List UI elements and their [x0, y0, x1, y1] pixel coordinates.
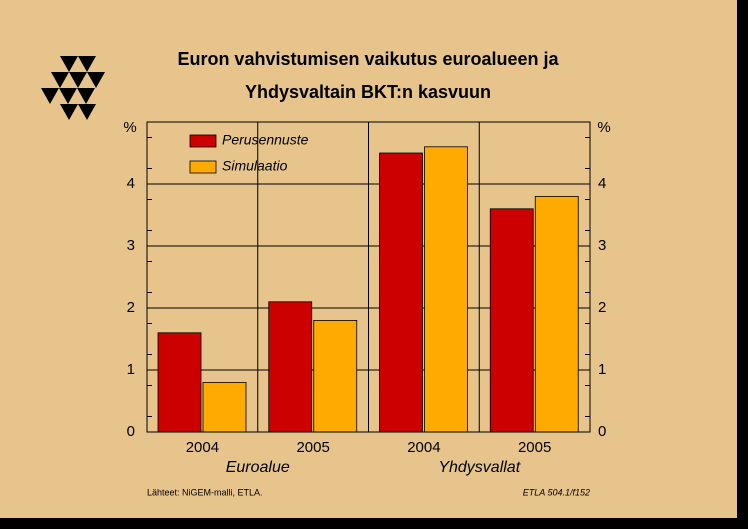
x-tick-label: 2004 [186, 439, 219, 456]
bar [534, 195, 579, 433]
y2-tick-label: 0 [598, 423, 606, 440]
source: Lähteet: NiGEM-malli, ETLA. [147, 487, 263, 497]
bar [157, 332, 202, 433]
legend-label: Perusennuste [222, 132, 309, 148]
bar [424, 146, 468, 433]
y-unit: % [123, 119, 136, 136]
x-tick-label: 2004 [407, 439, 440, 456]
chart-title: Euron vahvistumisen vaikutus euroalueen … [177, 49, 559, 69]
y-tick-label: 3 [127, 237, 135, 254]
legend-swatch [189, 160, 217, 174]
bar [202, 381, 247, 433]
y-tick-label: 2 [127, 299, 135, 316]
bar [489, 208, 534, 433]
y2-unit: % [597, 119, 610, 136]
y-tick-label: 0 [127, 423, 135, 440]
y2-tick-label: 3 [598, 237, 606, 254]
y2-tick-label: 2 [598, 299, 606, 316]
logo [41, 56, 105, 120]
y-tick-label: 4 [127, 175, 135, 192]
x-tick-label: 2005 [518, 439, 551, 456]
bar [313, 319, 358, 433]
x-tick-label: 2005 [296, 439, 329, 456]
y2-tick-label: 4 [598, 175, 606, 192]
plot-frame [146, 121, 591, 433]
y2-tick-label: 1 [598, 361, 606, 378]
code: ETLA 504.1/f152 [523, 487, 590, 497]
chart-title: Yhdysvaltain BKT:n kasvuun [245, 82, 491, 102]
bar [268, 301, 313, 433]
y-tick-label: 1 [127, 361, 135, 378]
legend-swatch [189, 134, 217, 148]
legend-label: Simulaatio [222, 158, 288, 174]
group-label: Yhdysvallat [438, 459, 520, 476]
bar [379, 152, 423, 433]
group-label: Euroalue [226, 459, 290, 476]
